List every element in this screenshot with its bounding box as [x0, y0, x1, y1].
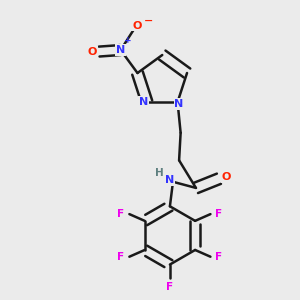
Text: F: F	[215, 252, 223, 262]
Text: N: N	[139, 97, 148, 107]
Text: F: F	[117, 209, 124, 219]
Text: N: N	[175, 99, 184, 109]
Text: O: O	[222, 172, 231, 182]
Text: H: H	[155, 168, 164, 178]
Text: F: F	[215, 209, 223, 219]
Text: +: +	[124, 36, 132, 45]
Text: O: O	[88, 46, 97, 57]
Text: F: F	[117, 252, 124, 262]
Text: −: −	[143, 16, 153, 26]
Text: F: F	[166, 282, 173, 292]
Text: N: N	[116, 45, 125, 55]
Text: N: N	[165, 175, 174, 185]
Text: O: O	[132, 20, 142, 31]
